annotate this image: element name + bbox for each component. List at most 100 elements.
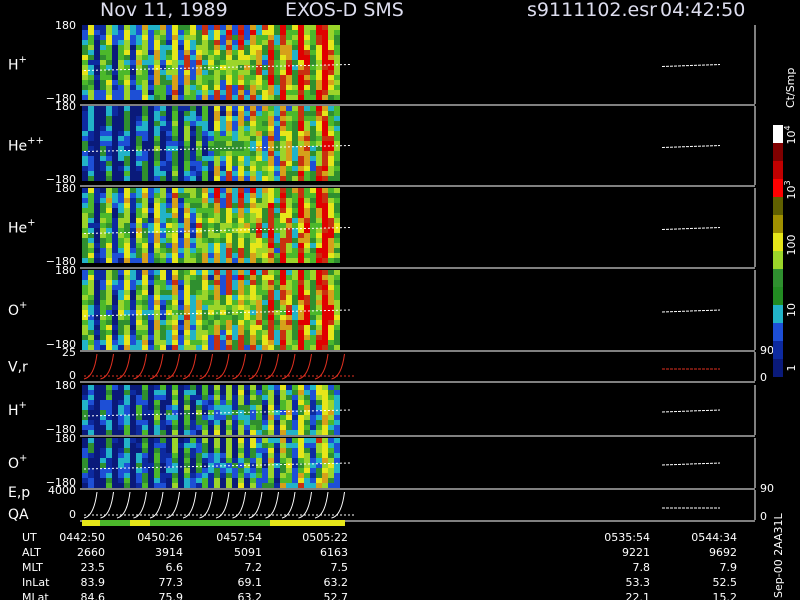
spectrogram-cell (112, 218, 118, 223)
spectrogram-cell (322, 243, 328, 248)
spectrogram-cell (160, 85, 166, 90)
spectrogram-cell (172, 443, 178, 448)
spectrogram-cell (328, 345, 334, 350)
spectrogram-cell (100, 463, 106, 468)
spectrogram-cell (238, 111, 244, 116)
spectrogram-cell (226, 340, 232, 345)
spectrogram-cell (250, 30, 256, 35)
spectrogram-cell (322, 90, 328, 95)
spectrogram-cell (130, 161, 136, 166)
spectrogram-cell (226, 238, 232, 243)
colorbar-unit: Ct/Smp (784, 68, 797, 108)
spectrogram-cell (244, 75, 250, 80)
spectrogram-cell (328, 111, 334, 116)
spectrogram-cell (316, 415, 322, 420)
spectrogram-cell (136, 218, 142, 223)
spectrogram-cell (322, 25, 328, 30)
spectrogram-cell (244, 193, 250, 198)
spectrogram-cell (250, 325, 256, 330)
spectrogram-cell (196, 390, 202, 395)
spectrogram-cell (82, 126, 88, 131)
spectrogram-cell (226, 458, 232, 463)
spectrogram-cell (136, 285, 142, 290)
spectrogram-cell (322, 248, 328, 253)
spectrogram-cell (112, 305, 118, 310)
spectrogram-cell (106, 310, 112, 315)
spectrogram-cell (220, 478, 226, 483)
spectrogram-cell (238, 320, 244, 325)
spectrogram-cell (118, 136, 124, 141)
spectrogram-cell (280, 228, 286, 233)
spectrogram-cell (256, 213, 262, 218)
spectrogram-cell (136, 310, 142, 315)
spectrogram-cell (250, 131, 256, 136)
spectrogram-cell (292, 253, 298, 258)
spectrogram-cell (118, 166, 124, 171)
spectrogram-cell (256, 121, 262, 126)
spectrogram-cell (280, 468, 286, 473)
spectrogram-cell (190, 458, 196, 463)
spectrogram-cell (106, 478, 112, 483)
spectrogram-cell (154, 65, 160, 70)
spectrogram-cell (220, 483, 226, 488)
spectrogram-cell (142, 438, 148, 443)
spectrogram-cell (244, 141, 250, 146)
spectrogram-cell (202, 151, 208, 156)
spectrogram-cell (178, 275, 184, 280)
spectrogram-cell (316, 208, 322, 213)
spectrogram-cell (292, 55, 298, 60)
spectrogram-cell (100, 161, 106, 166)
spectrogram-cell (292, 198, 298, 203)
spectrogram-cell (94, 166, 100, 171)
spectrogram-cell (100, 60, 106, 65)
spectrogram-cell (178, 300, 184, 305)
spectrogram-cell (190, 340, 196, 345)
spectrogram-cell (202, 473, 208, 478)
spectrogram-cell (250, 45, 256, 50)
spectrogram-cell (280, 55, 286, 60)
spectrogram-cell (178, 141, 184, 146)
spectrogram-cell (238, 223, 244, 228)
spectrogram-cell (148, 315, 154, 320)
spectrogram-cell (94, 156, 100, 161)
spectrogram-cell (94, 218, 100, 223)
spectrogram-cell (88, 248, 94, 253)
spectrogram-cell (172, 463, 178, 468)
spectrogram-cell (220, 270, 226, 275)
spectrogram-cell (250, 136, 256, 141)
spectrogram-cell (304, 208, 310, 213)
spectrogram-cell (262, 161, 268, 166)
spectrogram-cell (202, 258, 208, 263)
spectrogram-cell (334, 275, 340, 280)
spectrogram-cell (106, 340, 112, 345)
spectrogram-cell (244, 438, 250, 443)
spectrogram-cell (274, 345, 280, 350)
spectrogram-cell (262, 483, 268, 488)
spectrogram-cell (196, 425, 202, 430)
spectrogram-cell (142, 156, 148, 161)
spectrogram-cell (130, 70, 136, 75)
spectrogram-cell (208, 330, 214, 335)
spectrogram-cell (232, 458, 238, 463)
spectrogram-cell (142, 40, 148, 45)
spectrogram-cell (136, 438, 142, 443)
spectrogram-cell (256, 146, 262, 151)
spectrogram-cell (232, 243, 238, 248)
spectrogram-cell (286, 156, 292, 161)
spectrogram-cell (232, 75, 238, 80)
spectrogram-cell (154, 156, 160, 161)
spectrogram-cell (112, 166, 118, 171)
spectrogram-cell (310, 253, 316, 258)
spectrogram-cell (184, 330, 190, 335)
spectrogram-cell (190, 141, 196, 146)
spectrogram-cell (88, 45, 94, 50)
spectrogram-cell (100, 415, 106, 420)
spectrogram-cell (142, 253, 148, 258)
spectrogram-cell (106, 405, 112, 410)
spectrogram-cell (196, 208, 202, 213)
spectrogram-cell (142, 198, 148, 203)
spectrogram-cell (82, 95, 88, 100)
spectrogram-cell (178, 45, 184, 50)
spectrogram-cell (274, 315, 280, 320)
spectrogram-cell (304, 335, 310, 340)
